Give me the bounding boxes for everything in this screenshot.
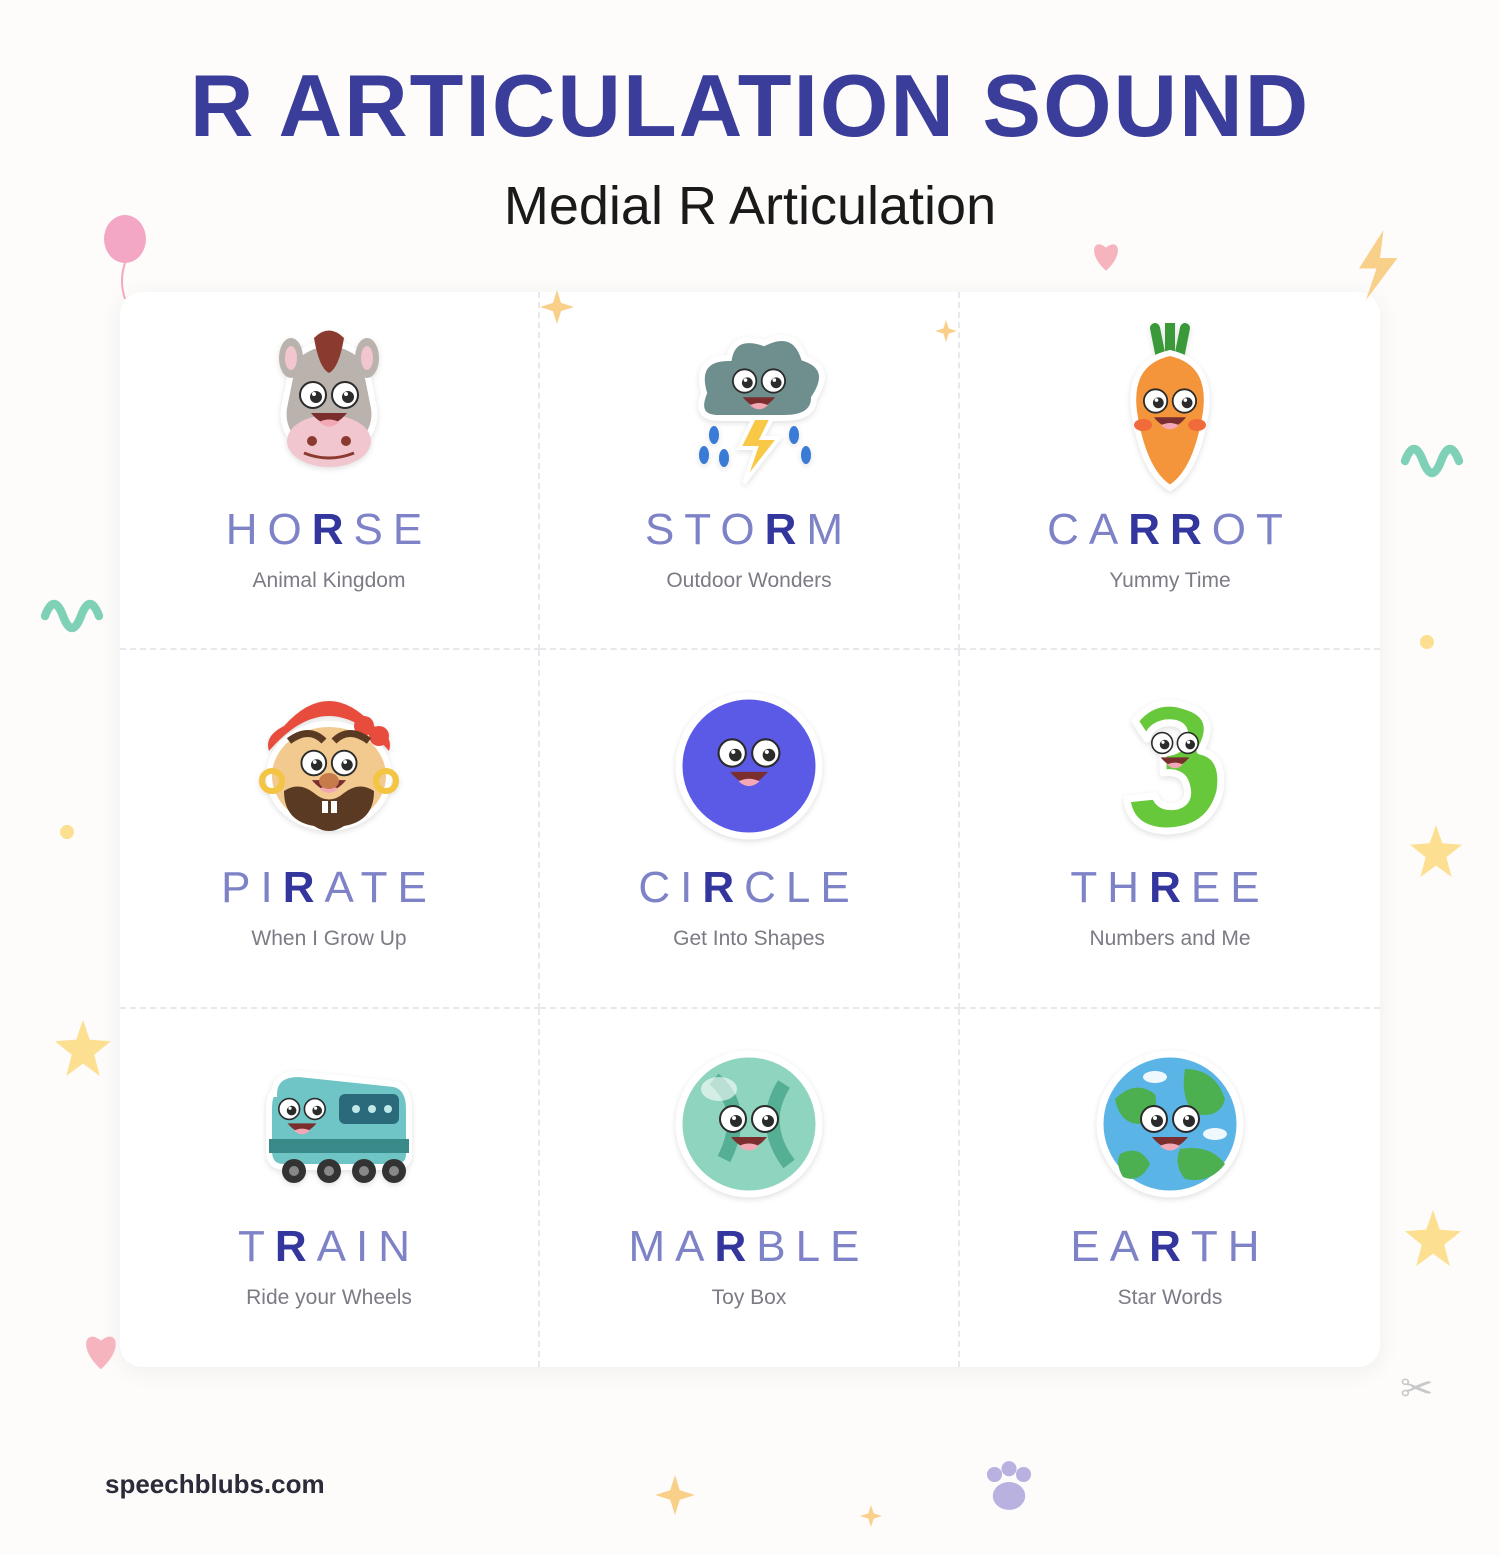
word-post: EE <box>1191 863 1270 912</box>
footer-brand: speechblubs.com <box>105 1469 325 1500</box>
word-post: AIN <box>317 1222 420 1271</box>
word-pre: CA <box>1047 505 1128 554</box>
card-category: Numbers and Me <box>1089 927 1250 951</box>
squiggle-icon <box>1405 425 1495 520</box>
card-earth: EARTH Star Words <box>960 1009 1380 1367</box>
card-category: Yummy Time <box>1109 569 1230 593</box>
paw-icon <box>980 1460 1067 1552</box>
dot-icon <box>1420 635 1441 661</box>
svg-text:✂: ✂ <box>1400 1367 1434 1411</box>
word-post: BLE <box>756 1222 869 1271</box>
word-pre: HO <box>226 505 312 554</box>
card-category: Get Into Shapes <box>673 927 825 951</box>
word-pre: PI <box>221 863 283 912</box>
word-pre: T <box>238 1222 275 1271</box>
card-grid-container: HORSEAnimal Kingdom STORMOutdoor Wonders… <box>120 292 1380 1367</box>
card-word: PIRATE <box>221 863 437 913</box>
heart-icon <box>1085 235 1148 303</box>
page-subtitle: Medial R Articulation <box>0 175 1500 237</box>
card-word: CARROT <box>1047 505 1293 555</box>
card-carrot: CARROT Yummy Time <box>960 292 1380 650</box>
scissors-icon: ✂ <box>1400 1370 1460 1435</box>
card-three: THREE Numbers and Me <box>960 650 1380 1008</box>
word-highlight: R <box>312 505 354 554</box>
card-category: Outdoor Wonders <box>666 569 831 593</box>
bolt-icon <box>1345 230 1450 340</box>
star-icon <box>1405 1210 1489 1299</box>
storm-icon <box>654 320 844 495</box>
star-icon <box>55 1020 139 1109</box>
card-category: Ride your Wheels <box>246 1286 412 1310</box>
dot-icon <box>60 825 81 851</box>
word-post: OT <box>1212 505 1293 554</box>
word-highlight: R <box>765 505 807 554</box>
card-storm: STORM Outdoor Wonders <box>540 292 960 650</box>
word-highlight: R <box>702 863 744 912</box>
card-train: TRAIN Ride your Wheels <box>120 1009 540 1367</box>
heart-icon <box>75 1325 153 1408</box>
circle-icon <box>654 678 844 853</box>
card-pirate: PIRATE When I Grow Up <box>120 650 540 1008</box>
card-horse: HORSE Animal Kingdom <box>120 292 540 650</box>
word-highlight: R <box>1149 1222 1191 1271</box>
three-icon <box>1075 678 1265 853</box>
horse-icon <box>234 320 424 495</box>
card-word: CIRCLE <box>638 863 859 913</box>
sparkle-icon <box>540 290 591 346</box>
card-circle: CIRCLE Get Into Shapes <box>540 650 960 1008</box>
word-post: TH <box>1191 1222 1270 1271</box>
card-word: MARBLE <box>629 1222 870 1272</box>
sparkle-icon <box>935 320 968 358</box>
word-post: ATE <box>325 863 437 912</box>
card-grid: HORSEAnimal Kingdom STORMOutdoor Wonders… <box>120 292 1380 1367</box>
squiggle-icon <box>45 580 135 675</box>
card-word: TRAIN <box>238 1222 420 1272</box>
card-word: STORM <box>645 505 853 555</box>
card-word: HORSE <box>226 505 432 555</box>
marble-icon <box>654 1037 844 1212</box>
card-category: Toy Box <box>712 1286 787 1310</box>
word-pre: TH <box>1070 863 1149 912</box>
star-icon <box>1410 825 1488 908</box>
balloon-icon <box>95 215 185 310</box>
card-category: Animal Kingdom <box>253 569 406 593</box>
card-category: Star Words <box>1118 1286 1223 1310</box>
earth-icon <box>1075 1037 1265 1212</box>
word-pre: EA <box>1070 1222 1149 1271</box>
word-pre: MA <box>629 1222 715 1271</box>
word-pre: STO <box>645 505 765 554</box>
word-highlight: R <box>275 1222 317 1271</box>
sparkle-icon <box>860 1505 893 1543</box>
pirate-icon <box>234 678 424 853</box>
sparkle-icon <box>655 1475 715 1540</box>
word-highlight: R <box>1149 863 1191 912</box>
word-post: CLE <box>744 863 860 912</box>
card-category: When I Grow Up <box>251 927 406 951</box>
train-icon <box>234 1037 424 1212</box>
word-highlight: R <box>283 863 325 912</box>
word-post: M <box>806 505 853 554</box>
word-post: SE <box>354 505 433 554</box>
word-highlight: R <box>715 1222 757 1271</box>
carrot-icon <box>1075 320 1265 495</box>
card-word: THREE <box>1070 863 1269 913</box>
word-pre: CI <box>638 863 702 912</box>
word-highlight: RR <box>1128 505 1212 554</box>
page-title: R ARTICULATION SOUND <box>0 55 1500 157</box>
card-marble: MARBLE Toy Box <box>540 1009 960 1367</box>
card-word: EARTH <box>1070 1222 1269 1272</box>
